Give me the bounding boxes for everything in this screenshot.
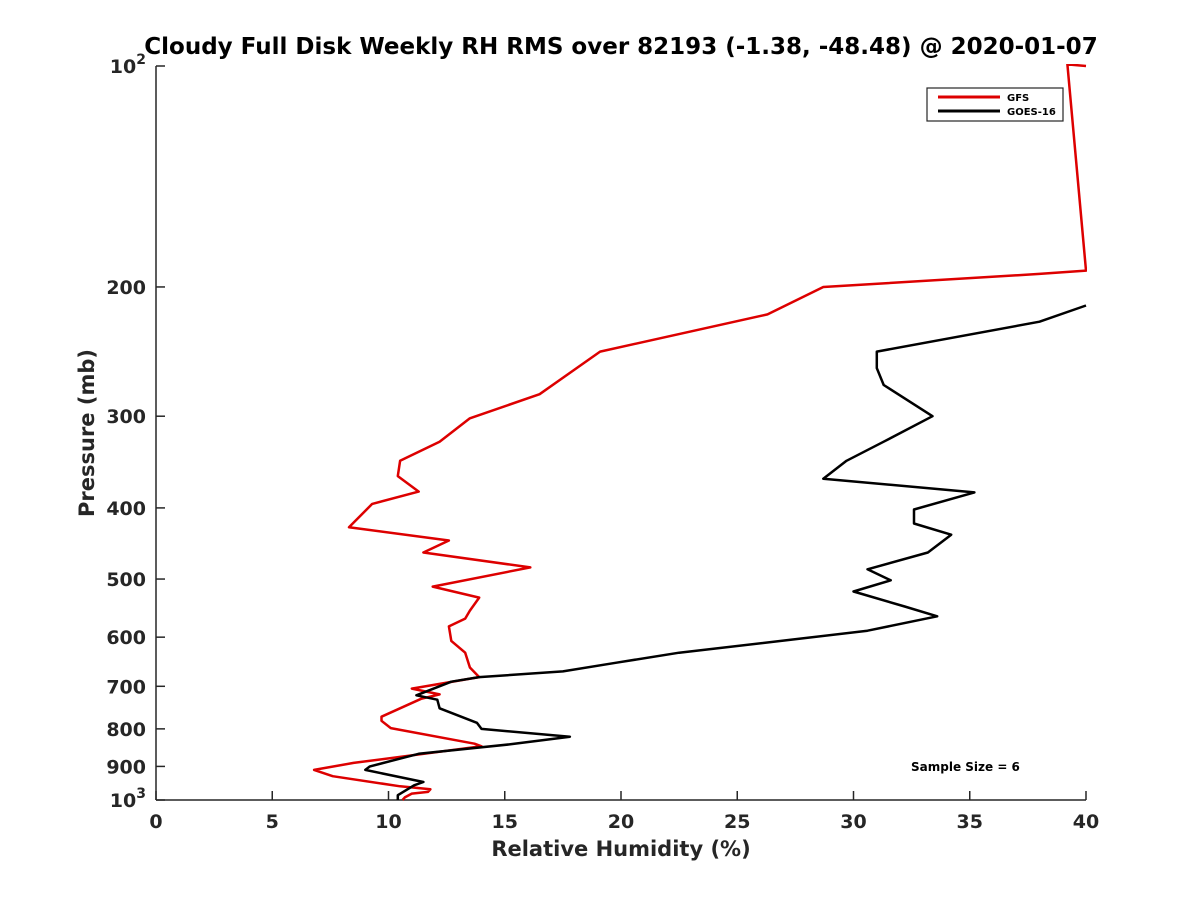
series-line-goes-16 [364,304,1087,800]
x-tick-label: 25 [724,811,750,833]
series-line-gfs [312,64,1087,801]
x-tick-label: 5 [266,811,279,833]
legend-label-gfs: GFS [1007,93,1029,104]
x-tick-label: 35 [957,811,983,833]
sample-size-note: Sample Size = 6 [911,760,1020,774]
plot-area: 0 5 10 15 20 25 30 35 40 102 200 300 400 500 600 700 80… [106,52,1099,833]
y-tick-label: 200 [106,277,146,299]
x-axis-label: Relative Humidity (%) [491,837,750,861]
y-tick-label: 700 [106,676,146,698]
x-tick-label: 15 [492,811,518,833]
y-tick-label: 103 [110,786,146,812]
legend-label-goes-16: GOES-16 [1007,107,1056,118]
y-tick-label: 300 [106,406,146,428]
chart-title: Cloudy Full Disk Weekly RH RMS over 8219… [144,34,1097,60]
y-tick-label: 500 [106,569,146,591]
y-tick-label: 800 [106,719,146,741]
legend: GFS GOES-16 [926,87,1064,122]
x-tick-label: 0 [149,811,162,833]
series-layer [312,64,1087,801]
x-tick-label: 40 [1073,811,1099,833]
legend-box [926,87,1064,122]
y-tick-label: 400 [106,498,146,520]
y-tick-label: 102 [110,52,146,78]
x-tick-label: 30 [840,811,866,833]
y-tick-label: 900 [106,756,146,778]
y-axis-label: Pressure (mb) [75,349,99,517]
y-tick-label: 600 [106,627,146,649]
x-ticks: 0 5 10 15 20 25 30 35 40 [149,791,1099,833]
x-tick-label: 10 [375,811,401,833]
y-ticks: 102 200 300 400 500 600 700 800 900 103 [106,52,165,812]
x-tick-label: 20 [608,811,634,833]
